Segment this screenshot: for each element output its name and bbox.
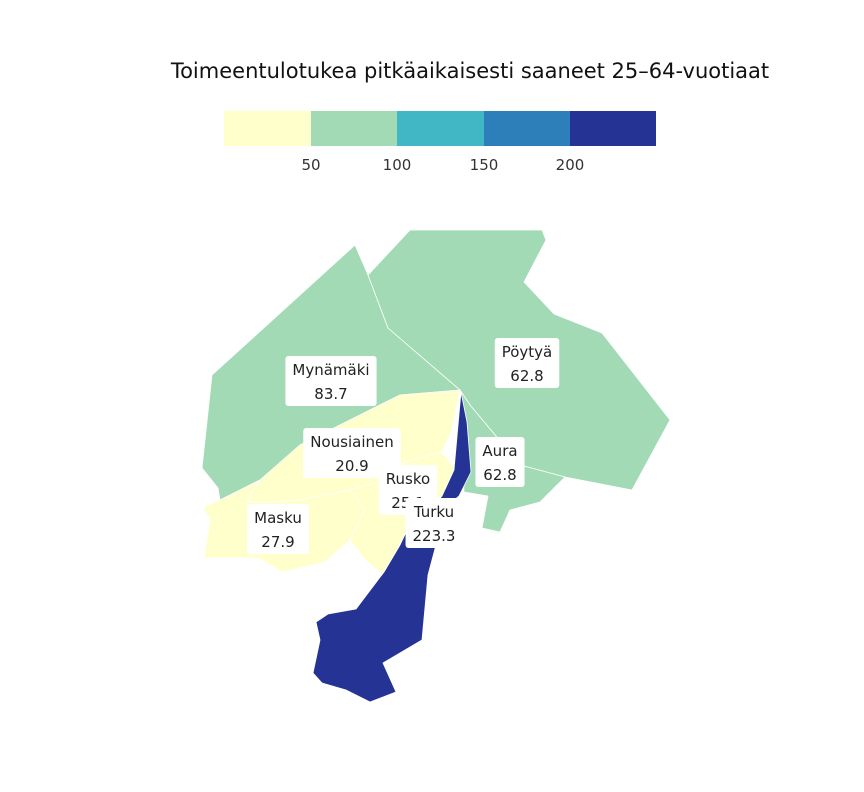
legend-tick-label: 100 bbox=[383, 156, 412, 174]
label-mynamaki: Mynämäki 83.7 bbox=[285, 356, 377, 406]
label-region-name: Aura bbox=[482, 442, 517, 460]
label-region-name: Turku bbox=[413, 503, 454, 521]
label-poytya: Pöytyä 62.8 bbox=[494, 338, 560, 388]
label-box bbox=[247, 504, 309, 554]
label-box bbox=[405, 498, 463, 548]
legend-tick-label: 200 bbox=[556, 156, 585, 174]
label-box bbox=[285, 356, 377, 406]
label-masku: Masku 27.9 bbox=[247, 504, 309, 554]
label-region-value: 20.9 bbox=[335, 457, 368, 475]
legend-swatch-0-50 bbox=[224, 111, 311, 146]
label-nousiainen: Nousiainen 20.9 bbox=[303, 428, 401, 478]
legend-swatch-200-plus bbox=[570, 111, 656, 146]
label-region-value: 27.9 bbox=[261, 533, 294, 551]
legend-tick-label: 150 bbox=[470, 156, 499, 174]
label-region-value: 223.3 bbox=[413, 527, 456, 545]
label-turku: Turku 223.3 bbox=[405, 498, 463, 548]
label-region-value: 62.8 bbox=[510, 367, 543, 385]
label-box bbox=[303, 428, 401, 478]
legend-swatch-150-200 bbox=[484, 111, 570, 146]
label-region-name: Nousiainen bbox=[310, 433, 394, 451]
label-box bbox=[475, 437, 525, 487]
label-region-name: Masku bbox=[254, 509, 302, 527]
color-legend: 50 100 150 200 bbox=[224, 111, 656, 174]
label-region-value: 62.8 bbox=[483, 466, 516, 484]
region-labels: Mynämäki 83.7 Pöytyä 62.8 Aura 62.8 Nous… bbox=[247, 338, 560, 554]
legend-swatch-50-100 bbox=[311, 111, 397, 146]
label-region-name: Pöytyä bbox=[502, 343, 553, 361]
label-region-value: 83.7 bbox=[314, 385, 347, 403]
label-region-name: Rusko bbox=[386, 470, 430, 488]
label-aura: Aura 62.8 bbox=[475, 437, 525, 487]
map-title: Toimeentulotukea pitkäaikaisesti saaneet… bbox=[170, 59, 769, 83]
legend-swatch-100-150 bbox=[397, 111, 484, 146]
label-box bbox=[494, 338, 560, 388]
legend-tick-label: 50 bbox=[301, 156, 320, 174]
label-region-name: Mynämäki bbox=[292, 361, 369, 379]
